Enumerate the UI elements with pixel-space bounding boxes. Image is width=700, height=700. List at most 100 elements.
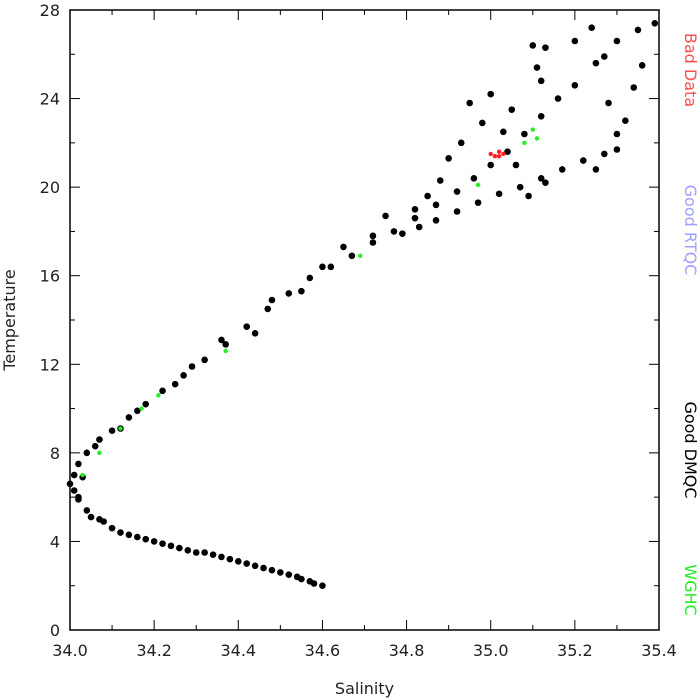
data-point-good-dmqc (411, 205, 419, 213)
data-point-good-dmqc (504, 148, 511, 156)
data-point-good-dmqc (70, 471, 78, 479)
data-point-good-dmqc (601, 150, 608, 158)
data-point-good-dmqc (180, 372, 187, 379)
x-axis-title: Salinity (335, 679, 394, 698)
data-point-bad-data (492, 153, 498, 159)
data-point-good-dmqc (192, 549, 200, 556)
data-point-good-dmqc (75, 460, 82, 468)
data-point-good-dmqc (411, 214, 419, 222)
data-point-good-dmqc (83, 449, 91, 457)
data-point-good-dmqc (537, 174, 545, 182)
data-point-good-dmqc (537, 112, 545, 120)
data-point-good-dmqc (285, 571, 293, 578)
data-point-good-dmqc (167, 542, 175, 550)
data-point-good-dmqc (134, 533, 141, 541)
y-tick-label: 8 (50, 444, 60, 463)
data-point-good-dmqc (529, 42, 537, 49)
data-point-good-dmqc (622, 117, 629, 125)
data-point-wghc (475, 182, 481, 188)
data-point-good-dmqc (571, 37, 579, 45)
data-point-wghc (97, 450, 102, 456)
x-tick-label: 34.8 (389, 641, 425, 660)
data-point-good-dmqc (487, 90, 495, 98)
legend-label-good-dmqc: Good DMQC (681, 401, 700, 498)
data-point-good-dmqc (319, 263, 326, 271)
data-points (66, 19, 659, 590)
plot-frame (69, 9, 660, 631)
data-point-good-dmqc (209, 551, 217, 559)
data-point-good-dmqc (264, 305, 272, 313)
data-point-good-dmqc (159, 540, 166, 547)
x-tick-label: 34.0 (52, 641, 88, 660)
data-point-good-dmqc (201, 549, 208, 556)
data-point-good-dmqc (638, 62, 646, 69)
data-point-wghc (80, 472, 85, 478)
data-point-good-dmqc (601, 53, 608, 60)
data-point-good-dmqc (571, 81, 579, 89)
data-point-good-dmqc (487, 161, 495, 169)
data-point-good-dmqc (390, 228, 398, 235)
data-point-good-dmqc (268, 296, 276, 304)
data-point-good-dmqc (298, 287, 305, 295)
data-point-good-dmqc (251, 329, 259, 337)
data-point-good-dmqc (277, 569, 284, 576)
data-point-good-dmqc (474, 199, 482, 206)
x-tick-label: 35.2 (557, 641, 593, 660)
data-point-good-dmqc (91, 442, 99, 450)
data-point-good-dmqc (70, 487, 78, 494)
y-tick-label: 28 (40, 1, 60, 20)
data-point-wghc (358, 253, 363, 258)
data-point-good-dmqc (445, 155, 452, 162)
data-point-bad-data (488, 151, 493, 157)
data-point-good-dmqc (579, 157, 587, 164)
data-point-wghc (139, 406, 144, 411)
data-point-good-dmqc (306, 274, 314, 282)
data-point-wghc (118, 426, 123, 431)
data-point-good-dmqc (495, 190, 503, 198)
data-point-good-dmqc (201, 356, 208, 364)
data-point-good-dmqc (415, 223, 423, 231)
data-point-good-dmqc (142, 400, 150, 408)
x-tick-label: 34.4 (220, 641, 256, 660)
data-point-good-dmqc (424, 192, 431, 200)
x-tick-label: 34.2 (136, 641, 172, 660)
data-point-good-dmqc (83, 507, 91, 514)
data-point-good-dmqc (613, 146, 621, 153)
data-point-good-dmqc (457, 139, 465, 147)
data-point-good-dmqc (521, 130, 528, 138)
data-point-good-dmqc (176, 544, 183, 552)
data-point-good-dmqc (369, 232, 377, 240)
data-point-good-dmqc (630, 84, 638, 91)
data-point-bad-data (496, 149, 502, 154)
legend-label-good-rtqc: Good RTQC (681, 185, 700, 276)
data-point-good-dmqc (310, 580, 318, 587)
data-point-good-dmqc (218, 336, 225, 344)
data-point-good-dmqc (651, 19, 659, 27)
data-point-good-dmqc (382, 212, 389, 220)
data-point-good-dmqc (613, 130, 621, 138)
data-point-good-dmqc (134, 407, 141, 415)
data-point-good-dmqc (592, 166, 600, 173)
data-point-good-dmqc (243, 560, 250, 567)
data-point-good-dmqc (100, 518, 107, 525)
legend: Bad Data Good RTQC Good DMQC WGHC (681, 33, 700, 616)
data-point-good-dmqc (96, 436, 103, 443)
data-point-good-dmqc (613, 37, 621, 45)
data-point-good-dmqc (533, 64, 541, 71)
data-point-good-dmqc (512, 161, 520, 169)
data-point-good-dmqc (588, 24, 595, 32)
data-point-good-dmqc (542, 44, 549, 51)
data-point-good-dmqc (243, 323, 250, 330)
data-point-good-dmqc (558, 166, 566, 173)
x-tick-label: 35.4 (641, 641, 677, 660)
data-point-good-dmqc (285, 290, 293, 297)
data-point-bad-data (501, 151, 506, 157)
data-point-good-dmqc (525, 192, 532, 200)
data-point-good-dmqc (150, 538, 158, 545)
data-point-good-dmqc (218, 553, 225, 561)
axes: 34.0 34.2 34.4 34.6 34.8 35.0 35.2 35.4 0 4 8 12 16 2… (40, 1, 677, 660)
data-point-good-dmqc (184, 546, 192, 554)
data-point-good-dmqc (348, 252, 356, 260)
y-tick-label: 16 (40, 267, 60, 286)
